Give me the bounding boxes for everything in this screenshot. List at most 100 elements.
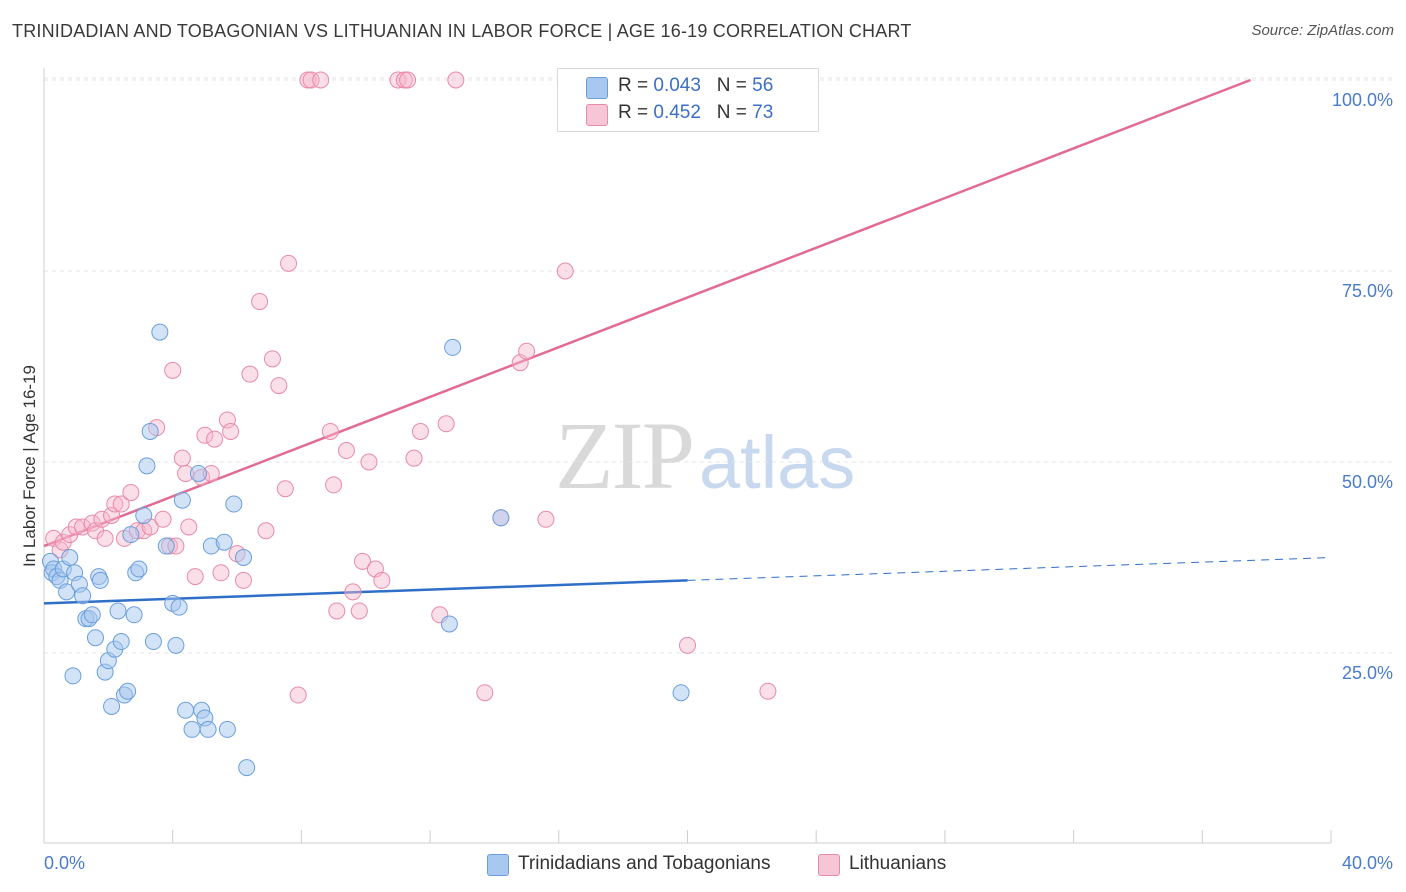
point-lithuanian xyxy=(67,518,85,536)
chart-title: TRINIDADIAN AND TOBAGONIAN VS LITHUANIAN… xyxy=(12,21,912,41)
legend-swatch-blue xyxy=(487,854,509,876)
point-lithuanian xyxy=(154,510,172,528)
point-lithuanian xyxy=(518,342,536,360)
y-tick-label: 25.0% xyxy=(1342,663,1393,683)
legend-n-value: 73 xyxy=(752,102,774,123)
point-lithuanian xyxy=(186,568,204,586)
correlation-legend: R = 0.043 N = 56 R = 0.452 N = 73 xyxy=(557,68,819,132)
trend-extension-trinidadian xyxy=(687,557,1332,581)
point-lithuanian xyxy=(263,350,281,368)
point-trinidadian xyxy=(199,720,217,738)
point-trinidadian xyxy=(91,571,109,589)
point-lithuanian xyxy=(389,71,407,89)
point-lithuanian xyxy=(325,476,343,494)
point-lithuanian xyxy=(405,449,423,467)
point-lithuanian xyxy=(106,495,124,513)
point-trinidadian xyxy=(170,598,188,616)
point-lithuanian xyxy=(556,262,574,280)
point-lithuanian xyxy=(74,518,92,536)
point-lithuanian xyxy=(302,71,320,89)
legend-swatch-blue xyxy=(586,77,608,99)
point-trinidadian xyxy=(177,701,195,719)
point-lithuanian xyxy=(257,522,275,540)
point-lithuanian xyxy=(241,365,259,383)
point-trinidadian xyxy=(119,682,137,700)
point-trinidadian xyxy=(189,464,207,482)
point-trinidadian xyxy=(234,549,252,566)
point-lithuanian xyxy=(280,254,298,272)
point-lithuanian xyxy=(222,422,240,440)
legend-r-label: R = xyxy=(618,75,649,96)
point-trinidadian xyxy=(440,615,458,633)
point-trinidadian xyxy=(86,629,104,647)
point-lithuanian xyxy=(328,602,346,620)
point-trinidadian xyxy=(61,549,79,566)
point-lithuanian xyxy=(350,602,368,620)
point-trinidadian xyxy=(125,606,143,624)
point-lithuanian xyxy=(270,377,288,395)
point-trinidadian xyxy=(157,537,175,555)
point-trinidadian xyxy=(122,526,140,544)
point-lithuanian xyxy=(212,564,230,582)
point-trinidadian xyxy=(151,323,169,341)
point-trinidadian xyxy=(183,720,201,738)
point-lithuanian xyxy=(206,430,224,448)
point-lithuanian xyxy=(112,495,130,513)
point-trinidadian xyxy=(74,587,92,605)
legend-n-label: N = xyxy=(716,102,747,123)
point-trinidadian xyxy=(144,633,162,651)
point-lithuanian xyxy=(234,571,252,589)
point-lithuanian xyxy=(251,293,269,311)
point-lithuanian xyxy=(164,361,182,379)
point-lithuanian xyxy=(173,449,191,467)
point-trinidadian xyxy=(130,560,148,578)
trend-line-lithuanian xyxy=(43,78,1252,548)
legend-n-label: N = xyxy=(716,75,747,96)
legend-label-lithuanians: Lithuanians xyxy=(849,853,947,874)
trend-line-trinidadian xyxy=(43,579,688,605)
point-lithuanian xyxy=(96,529,114,547)
point-trinidadian xyxy=(58,583,76,601)
point-trinidadian xyxy=(112,633,130,651)
point-lithuanian xyxy=(537,510,555,528)
point-lithuanian xyxy=(759,682,777,700)
point-trinidadian xyxy=(444,338,462,356)
legend-swatch-pink xyxy=(818,854,840,876)
point-trinidadian xyxy=(225,495,243,513)
point-trinidadian xyxy=(238,759,256,777)
legend-r-value: 0.043 xyxy=(653,75,701,96)
legend-r-label: R = xyxy=(618,102,649,123)
y-tick-label: 75.0% xyxy=(1342,281,1393,301)
legend-r-value: 0.452 xyxy=(653,102,701,123)
x-tick-label: 40.0% xyxy=(1342,853,1393,873)
data-points xyxy=(41,71,777,777)
point-trinidadian xyxy=(83,606,101,624)
grid-lines xyxy=(44,77,1392,654)
point-trinidadian xyxy=(109,602,127,620)
point-lithuanian xyxy=(679,636,696,654)
legend-swatch-pink xyxy=(586,104,608,126)
point-trinidadian xyxy=(103,697,121,715)
point-trinidadian xyxy=(64,667,82,685)
point-lithuanian xyxy=(180,518,198,536)
point-trinidadian xyxy=(138,457,156,475)
point-trinidadian xyxy=(167,636,185,654)
point-lithuanian xyxy=(196,426,214,444)
point-lithuanian xyxy=(411,422,429,440)
point-trinidadian xyxy=(173,491,191,509)
legend-label-trinidadians: Trinidadians and Tobagonians xyxy=(518,853,771,874)
point-trinidadian xyxy=(672,684,690,702)
point-lithuanian xyxy=(476,684,494,702)
point-lithuanian xyxy=(447,71,465,89)
point-lithuanian xyxy=(276,480,294,498)
point-lithuanian xyxy=(373,571,391,589)
axes xyxy=(43,68,1332,844)
point-lithuanian xyxy=(103,506,121,524)
point-lithuanian xyxy=(289,686,307,704)
point-trinidadian xyxy=(218,720,236,738)
point-trinidadian xyxy=(141,422,159,440)
point-lithuanian xyxy=(337,442,355,460)
point-lithuanian xyxy=(218,411,236,429)
point-lithuanian xyxy=(360,453,378,471)
